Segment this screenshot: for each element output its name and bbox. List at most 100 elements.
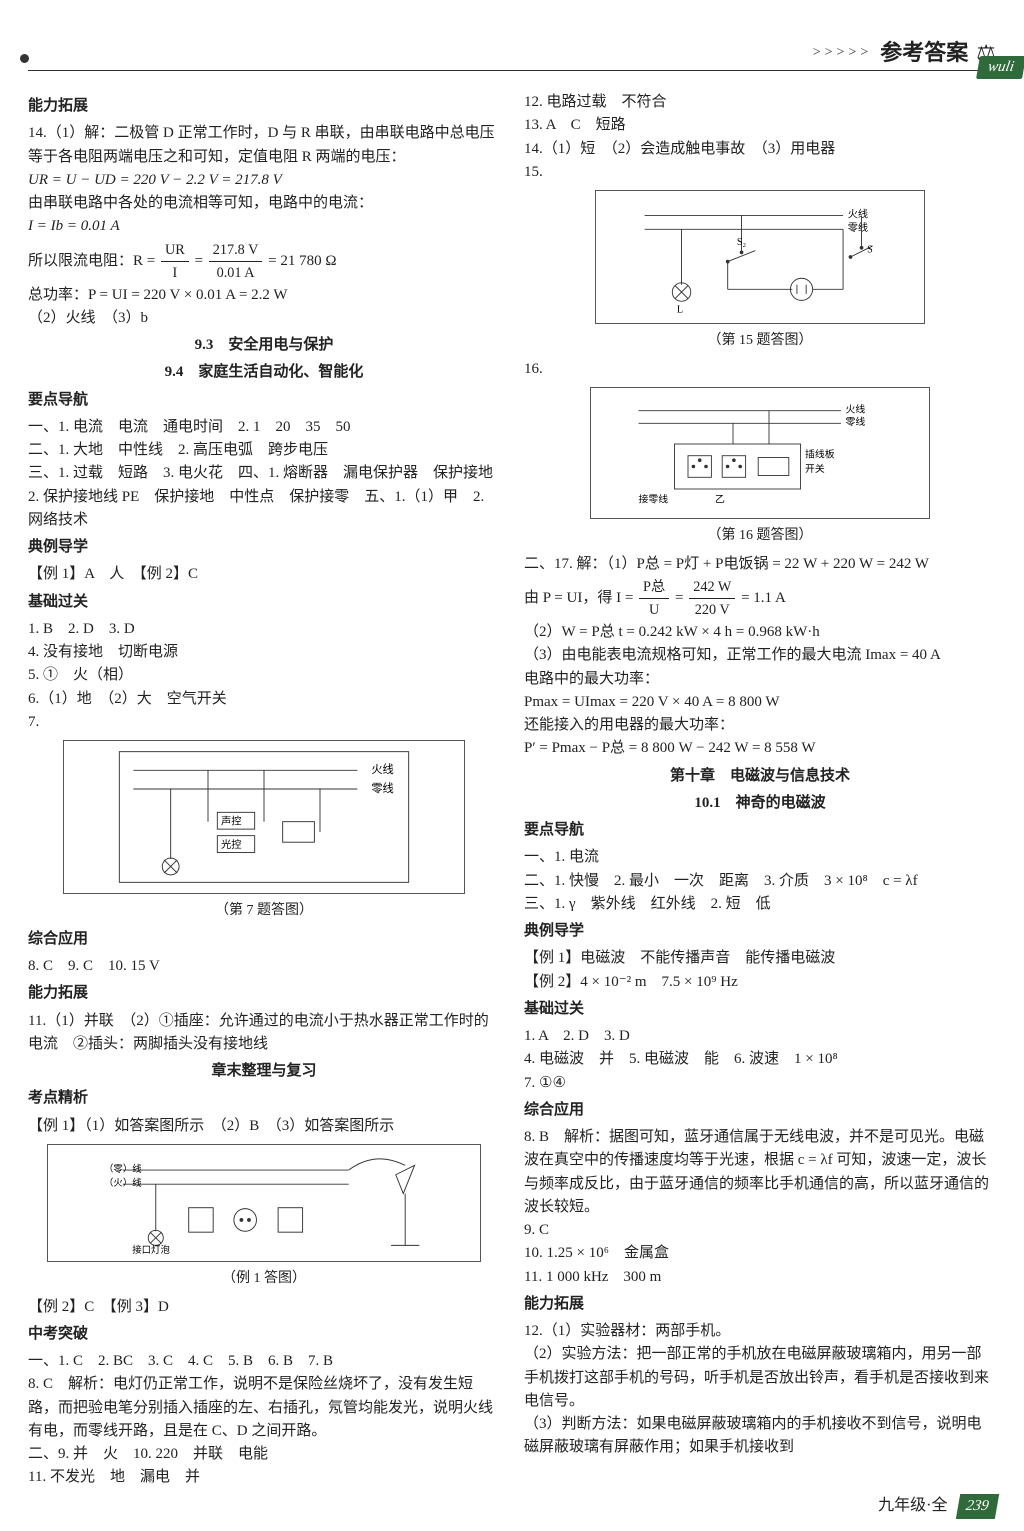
- body-text: 【例 1】电磁波 不能传播声音 能传播电磁波: [524, 947, 996, 970]
- body-text: 1. A 2. D 3. D: [524, 1025, 996, 1048]
- svg-text:插线板: 插线板: [805, 447, 835, 460]
- body-text: 7.: [28, 711, 500, 734]
- circuit-icon: （零）线 （火）线 接口灯泡: [104, 1151, 424, 1255]
- figure-caption: （例 1 答图）: [28, 1268, 500, 1290]
- body-text: 14.（1）短 （2）会造成触电事故 （3）用电器: [524, 138, 996, 161]
- section-heading: 综合应用: [28, 928, 500, 951]
- svg-text:S: S: [867, 244, 873, 255]
- body-text: 二、1. 快慢 2. 最小 一次 距离 3. 介质 3 × 10⁸ c = λf: [524, 870, 996, 893]
- svg-text:（零）线: （零）线: [104, 1163, 142, 1175]
- header-row: >>>>> 参考答案 ⚖: [813, 36, 996, 70]
- equation: 总功率：P = UI = 220 V × 0.01 A = 2.2 W: [28, 284, 500, 307]
- svg-text:开关: 开关: [805, 462, 825, 475]
- figure-q7: 火线 零线 声控 光控: [63, 740, 464, 894]
- section-heading: 基础过关: [524, 998, 996, 1021]
- body-text: 一、1. 电流 电流 通电时间 2. 1 20 35 50: [28, 416, 500, 439]
- body-text: 二、9. 并 火 10. 220 并联 电能: [28, 1443, 500, 1466]
- svg-text:S₂: S₂: [737, 237, 746, 248]
- svg-text:光控: 光控: [221, 838, 242, 851]
- svg-text:L: L: [677, 304, 683, 315]
- grade-label: 九年级·全: [878, 1494, 947, 1519]
- figure-caption: （第 16 题答图）: [524, 525, 996, 547]
- body-text: 10. 1.25 × 10⁶ 金属盒: [524, 1242, 996, 1265]
- figure-caption: （第 15 题答图）: [524, 330, 996, 352]
- body-text: 三、1. γ 紫外线 红外线 2. 短 低: [524, 893, 996, 916]
- body-text: 14.（1）解：二极管 D 正常工作时，D 与 R 串联，由串联电路中总电压等于…: [28, 122, 500, 169]
- body-text: 16.: [524, 358, 996, 381]
- figure-ex1: （零）线 （火）线 接口灯泡: [47, 1144, 481, 1262]
- section-heading: 要点导航: [28, 389, 500, 412]
- svg-text:乙: 乙: [715, 493, 725, 505]
- body-text: 5. ① 火（相）: [28, 664, 500, 687]
- wuli-tag: wuli: [976, 56, 1024, 79]
- body-text: 12.（1）实验器材：两部手机。: [524, 1320, 996, 1343]
- body-text: （2）W = P总 t = 0.242 kW × 4 h = 0.968 kW·…: [524, 621, 996, 644]
- chapter-heading: 10.1 神奇的电磁波: [524, 792, 996, 815]
- body-text: 【例 1】A 人 【例 2】C: [28, 563, 500, 586]
- circuit-icon: 火线 零线 插线板 开关 接零线 乙: [625, 394, 895, 512]
- svg-text:接零线: 接零线: [638, 492, 668, 505]
- body-text: 一、1. C 2. BC 3. C 4. C 5. B 6. B 7. B: [28, 1350, 500, 1373]
- svg-text:火线: 火线: [371, 762, 393, 776]
- chapter-heading: 章末整理与复习: [28, 1060, 500, 1083]
- svg-text:零线: 零线: [848, 221, 868, 234]
- right-column: 12. 电路过载 不符合 13. A C 短路 14.（1）短 （2）会造成触电…: [524, 91, 996, 1490]
- section-heading: 基础过关: [28, 591, 500, 614]
- body-text: 6.（1）地 （2）大 空气开关: [28, 688, 500, 711]
- body-text: 1. B 2. D 3. D: [28, 618, 500, 641]
- body-text: 一、1. 电流: [524, 846, 996, 869]
- body-text: 15.: [524, 161, 996, 184]
- body-text: 【例 2】4 × 10⁻² m 7.5 × 10⁹ Hz: [524, 971, 996, 994]
- section-heading: 综合应用: [524, 1099, 996, 1122]
- body-text: 4. 没有接地 切断电源: [28, 641, 500, 664]
- body-text: 11.（1）并联 （2）①插座：允许通过的电流小于热水器正常工作时的电流 ②插头…: [28, 1010, 500, 1057]
- body-text: （2）火线 （3）b: [28, 307, 500, 330]
- svg-text:零线: 零线: [845, 415, 865, 428]
- body-text: 8. C 解析：电灯仍正常工作，说明不是保险丝烧坏了，没有发生短路，而把验电笔分…: [28, 1373, 500, 1443]
- circuit-icon: 火线 零线 声控 光控: [114, 747, 414, 887]
- svg-text:声控: 声控: [221, 815, 242, 828]
- body-text: 【例 2】C 【例 3】D: [28, 1296, 500, 1319]
- header-dot: [20, 54, 29, 63]
- body-text: 二、1. 大地 中性线 2. 高压电弧 跨步电压: [28, 439, 500, 462]
- chapter-heading: 9.3 安全用电与保护: [28, 334, 500, 357]
- body-text: 11. 1 000 kHz 300 m: [524, 1266, 996, 1289]
- section-heading: 中考突破: [28, 1323, 500, 1346]
- circuit-icon: 火线 零线 L S₂: [630, 197, 890, 317]
- equation: 由 P = UI，得 I = P总U = 242 W220 V = 1.1 A: [524, 576, 996, 621]
- svg-text:接口灯泡: 接口灯泡: [132, 1244, 170, 1255]
- figure-q16: 火线 零线 插线板 开关 接零线 乙: [590, 387, 930, 519]
- equation: Pmax = UImax = 220 V × 40 A = 8 800 W: [524, 691, 996, 714]
- chevrons: >>>>>: [813, 42, 872, 64]
- body-text: 12. 电路过载 不符合: [524, 91, 996, 114]
- body-text: 【例 1】（1）如答案图所示 （2）B （3）如答案图所示: [28, 1115, 500, 1138]
- section-heading: 能力拓展: [28, 982, 500, 1005]
- equation: I = Ib = 0.01 A: [28, 215, 500, 238]
- body-text: 7. ①④: [524, 1072, 996, 1095]
- body-text: （3）判断方法：如果电磁屏蔽玻璃箱内的手机接收不到信号，说明电磁屏蔽玻璃有屏蔽作…: [524, 1413, 996, 1460]
- page-number: 239: [955, 1494, 998, 1519]
- body-text: （2）实验方法：把一部正常的手机放在电磁屏蔽玻璃箱内，用另一部手机拨打这部手机的…: [524, 1343, 996, 1413]
- body-text: 由串联电路中各处的电流相等可知，电路中的电流：: [28, 192, 500, 215]
- figure-q15: 火线 零线 L S₂: [595, 190, 925, 324]
- header-rule: >>>>> 参考答案 ⚖: [28, 70, 996, 71]
- body-text: 9. C: [524, 1219, 996, 1242]
- equation: UR = U − UD = 220 V − 2.2 V = 217.8 V: [28, 169, 500, 192]
- body-text: 4. 电磁波 并 5. 电磁波 能 6. 波速 1 × 10⁸: [524, 1048, 996, 1071]
- body-text: 13. A C 短路: [524, 114, 996, 137]
- section-heading: 考点精析: [28, 1087, 500, 1110]
- equation: P′ = Pmax − P总 = 8 800 W − 242 W = 8 558…: [524, 737, 996, 760]
- body-text: 8. B 解析：据图可知，蓝牙通信属于无线电波，并不是可见光。电磁波在真空中的传…: [524, 1126, 996, 1219]
- section-heading: 能力拓展: [28, 95, 500, 118]
- section-heading: 典例导学: [28, 536, 500, 559]
- body-text: 二、17. 解：（1）P总 = P灯 + P电饭锅 = 22 W + 220 W…: [524, 553, 996, 576]
- section-heading: 能力拓展: [524, 1293, 996, 1316]
- body-text: 还能接入的用电器的最大功率：: [524, 714, 996, 737]
- body-text: 8. C 9. C 10. 15 V: [28, 955, 500, 978]
- section-heading: 典例导学: [524, 920, 996, 943]
- section-heading: 要点导航: [524, 819, 996, 842]
- body-text: 三、1. 过载 短路 3. 电火花 四、1. 熔断器 漏电保护器 保护接地 2.…: [28, 462, 500, 532]
- body-text: 电路中的最大功率：: [524, 668, 996, 691]
- svg-text:零线: 零线: [371, 781, 393, 795]
- body-text: （3）由电能表电流规格可知，正常工作的最大电流 Imax = 40 A: [524, 644, 996, 667]
